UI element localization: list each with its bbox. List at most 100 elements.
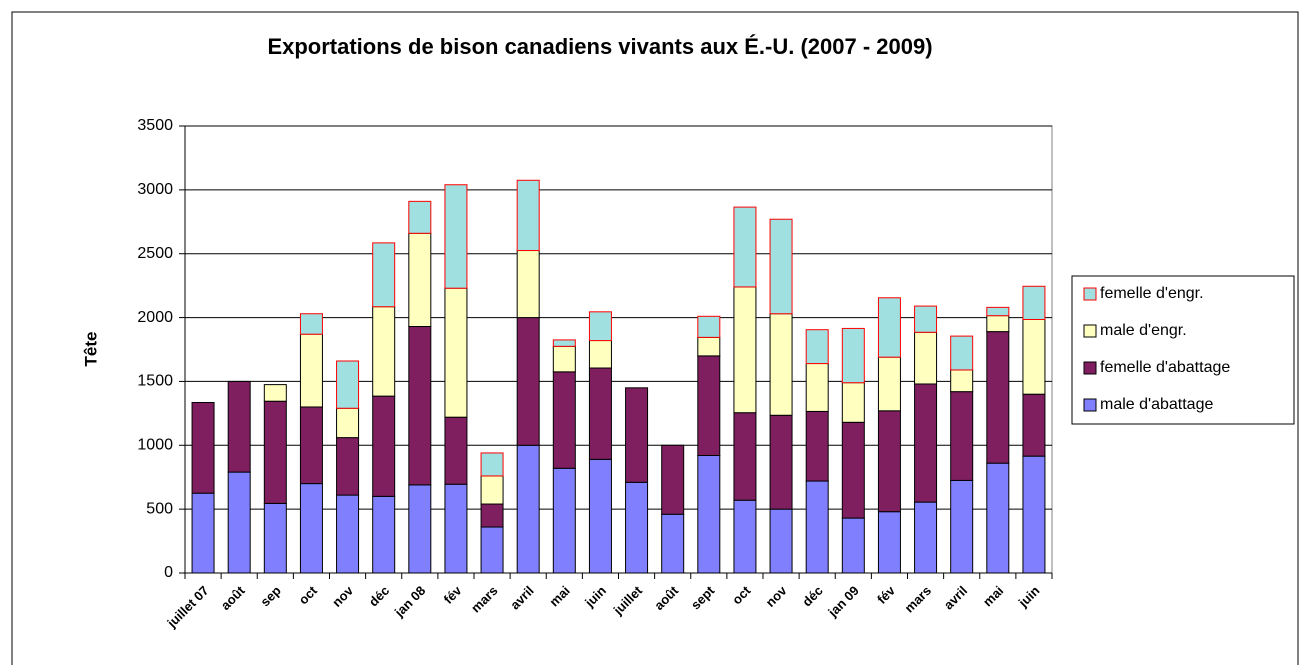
- bar-segment: [661, 444, 685, 515]
- chart-title: Exportations de bison canadiens vivants …: [267, 34, 932, 59]
- bar-segment: [661, 513, 685, 574]
- bar-segment: [227, 380, 251, 473]
- bar-segment: [336, 360, 360, 409]
- bar-segment: [877, 297, 901, 358]
- bar-segment: [552, 467, 576, 574]
- bar-segment: [444, 483, 468, 574]
- bar-segment: [191, 492, 215, 574]
- bar-segment: [877, 410, 901, 513]
- y-axis-label: Tête: [81, 332, 100, 367]
- bar-segment: [769, 218, 793, 315]
- bar-segment: [733, 412, 757, 501]
- legend-label: femelle d'abattage: [1100, 359, 1230, 376]
- bar-segment: [336, 437, 360, 496]
- bar-segment: [408, 326, 432, 486]
- bar-segment: [263, 502, 287, 574]
- bar-segment: [625, 387, 649, 483]
- bar-segment: [841, 327, 865, 384]
- bar-segment: [877, 356, 901, 412]
- bar-segment: [986, 306, 1010, 317]
- bar-segment: [950, 391, 974, 481]
- legend-swatch: [1083, 287, 1097, 301]
- legend-label: male d'abattage: [1100, 396, 1213, 413]
- bar-segment: [697, 455, 721, 574]
- plot-area: [184, 125, 1053, 574]
- bar-segment: [336, 407, 360, 439]
- bar-segment: [480, 526, 504, 574]
- y-tick-label: 1500: [137, 373, 173, 390]
- bar-segment: [950, 479, 974, 574]
- bar-segment: [805, 363, 829, 412]
- bar-segment: [299, 313, 323, 335]
- bar-segment: [914, 501, 938, 574]
- legend-swatch: [1083, 361, 1097, 375]
- bar-segment: [552, 345, 576, 373]
- bar-segment: [191, 402, 215, 494]
- bar-segment: [1022, 285, 1046, 320]
- y-tick-label: 500: [146, 500, 173, 517]
- y-tick-label: 3500: [137, 117, 173, 134]
- bar-segment: [1022, 318, 1046, 395]
- bar-segment: [914, 383, 938, 503]
- bar-segment: [1022, 455, 1046, 574]
- bar-segment: [697, 315, 721, 338]
- bar-segment: [336, 494, 360, 574]
- y-tick-label: 0: [164, 564, 173, 581]
- bar-segment: [588, 311, 612, 342]
- bar-segment: [516, 317, 540, 446]
- legend-label: male d'engr.: [1100, 322, 1187, 339]
- bar-segment: [986, 331, 1010, 464]
- bar-segment: [372, 306, 396, 397]
- bar-segment: [841, 517, 865, 574]
- bar-segment: [263, 400, 287, 504]
- bar-segment: [986, 315, 1010, 333]
- bar-segment: [805, 410, 829, 482]
- y-tick-label: 3000: [137, 181, 173, 198]
- bar-segment: [950, 335, 974, 371]
- bar-segment: [372, 395, 396, 497]
- bar-segment: [444, 287, 468, 418]
- bar-segment: [552, 371, 576, 469]
- bar-segment: [1022, 393, 1046, 457]
- bar-segment: [552, 339, 576, 347]
- bar-segment: [516, 444, 540, 574]
- bar-segment: [914, 331, 938, 385]
- bar-segment: [299, 406, 323, 485]
- bar-segment: [299, 483, 323, 574]
- bar-segment: [625, 481, 649, 574]
- bar-segment: [914, 305, 938, 333]
- bar-segment: [841, 382, 865, 423]
- bar-segment: [227, 471, 251, 574]
- bar-segment: [769, 414, 793, 510]
- bar-segment: [480, 475, 504, 505]
- bar-segment: [805, 480, 829, 574]
- bar-segment: [444, 416, 468, 485]
- bar-segment: [408, 200, 432, 234]
- legend-swatch: [1083, 398, 1097, 412]
- bar-segment: [372, 495, 396, 574]
- legend-swatch: [1083, 324, 1097, 338]
- bar-segment: [733, 206, 757, 288]
- bar-segment: [480, 503, 504, 528]
- y-tick-label: 1000: [137, 437, 173, 454]
- bar-segment: [733, 286, 757, 414]
- bar-segment: [516, 179, 540, 252]
- bar-segment: [588, 340, 612, 369]
- bar-segment: [588, 367, 612, 460]
- bar-segment: [733, 499, 757, 574]
- bar-segment: [697, 336, 721, 357]
- bar-segment: [480, 452, 504, 477]
- y-tick-label: 2500: [137, 245, 173, 262]
- bar-segment: [516, 250, 540, 319]
- bar-segment: [697, 355, 721, 457]
- bar-segment: [841, 421, 865, 519]
- bar-segment: [986, 462, 1010, 574]
- bar-segment: [444, 184, 468, 289]
- bar-segment: [877, 511, 901, 574]
- bar-segment: [408, 484, 432, 574]
- bar-segment: [408, 232, 432, 328]
- legend-label: femelle d'engr.: [1100, 285, 1204, 302]
- y-tick-label: 2000: [137, 309, 173, 326]
- bar-segment: [263, 384, 287, 402]
